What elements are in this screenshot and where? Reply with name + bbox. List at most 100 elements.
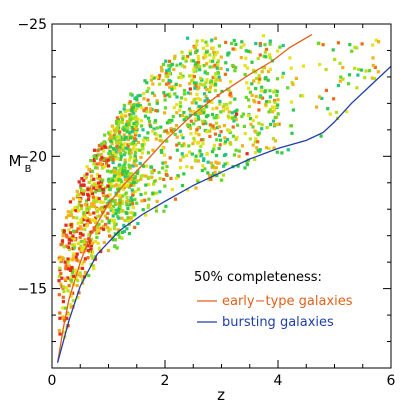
- scatter-point: [62, 245, 66, 249]
- scatter-point: [86, 197, 91, 201]
- scatter-point: [119, 151, 123, 155]
- scatter-point: [182, 92, 186, 96]
- scatter-point: [71, 257, 75, 261]
- scatter-point: [107, 131, 111, 135]
- scatter-point: [210, 100, 214, 104]
- x-tick-label: 2: [161, 373, 170, 389]
- scatter-point: [217, 125, 221, 129]
- scatter-point: [92, 211, 96, 215]
- scatter-point: [301, 94, 305, 98]
- scatter-point: [216, 70, 220, 75]
- scatter-point: [259, 89, 263, 93]
- scatter-point: [286, 86, 290, 90]
- scatter-point: [208, 88, 212, 92]
- scatter-point: [248, 50, 252, 54]
- scatter-point: [120, 121, 125, 125]
- scatter-point: [117, 216, 121, 220]
- scatter-point: [192, 136, 196, 140]
- scatter-point: [235, 108, 239, 112]
- scatter-point: [103, 133, 107, 137]
- scatter-point: [129, 151, 133, 155]
- scatter-point: [61, 316, 65, 320]
- scatter-point: [216, 63, 220, 67]
- scatter-point: [187, 150, 192, 154]
- scatter-point: [101, 188, 105, 192]
- scatter-point: [64, 306, 68, 310]
- scatter-point: [251, 118, 255, 122]
- scatter-point: [133, 174, 137, 179]
- scatter-point: [181, 64, 185, 68]
- scatter-point: [214, 72, 218, 76]
- scatter-point: [101, 178, 105, 182]
- scatter-point: [200, 119, 205, 123]
- scatter-point: [318, 62, 322, 67]
- scatter-point: [204, 40, 208, 44]
- scatter-point: [101, 149, 106, 153]
- scatter-point: [69, 305, 73, 309]
- scatter-point: [90, 219, 94, 223]
- scatter-point: [67, 247, 71, 251]
- scatter-point: [208, 123, 212, 127]
- scatter-point: [119, 229, 123, 233]
- scatter-point: [188, 126, 193, 130]
- scatter-point: [112, 199, 116, 203]
- scatter-point: [123, 193, 127, 197]
- scatter-point: [129, 92, 133, 96]
- scatter-point: [202, 64, 206, 68]
- scatter-point: [108, 193, 112, 197]
- scatter-point: [232, 153, 236, 157]
- legend: 50% completeness: early−type galaxies bu…: [194, 270, 353, 330]
- scatter-point: [65, 235, 69, 239]
- scatter-point: [110, 184, 114, 188]
- scatter-point: [139, 155, 143, 160]
- scatter-point: [168, 156, 172, 160]
- scatter-point: [268, 56, 272, 60]
- scatter-point: [214, 160, 218, 164]
- scatter-point: [273, 123, 277, 127]
- scatter-point: [64, 264, 68, 268]
- scatter-point: [264, 47, 269, 51]
- scatter-point: [158, 74, 162, 78]
- scatter-point: [93, 240, 97, 244]
- scatter-point: [112, 184, 116, 188]
- scatter-point: [173, 92, 177, 96]
- scatter-point: [131, 147, 135, 151]
- scatter-point: [109, 208, 113, 212]
- scatter-point: [202, 108, 206, 112]
- scatter-point: [134, 115, 138, 119]
- scatter-point: [141, 138, 146, 142]
- scatter-point: [214, 121, 218, 125]
- scatter-point: [138, 104, 142, 108]
- scatter-point: [136, 140, 140, 145]
- scatter-point: [135, 106, 139, 110]
- scatter-point: [163, 184, 167, 188]
- scatter-point: [68, 200, 72, 204]
- scatter-point: [110, 124, 114, 128]
- scatter-point: [364, 69, 368, 73]
- scatter-point: [253, 129, 257, 133]
- scatter-point: [98, 200, 102, 204]
- scatter-point: [58, 266, 62, 270]
- scatter-point: [172, 127, 176, 131]
- scatter-point: [245, 66, 250, 70]
- scatter-point: [92, 177, 96, 181]
- scatter-point: [118, 110, 122, 114]
- scatter-point: [223, 142, 227, 146]
- scatter-point: [338, 79, 342, 83]
- scatter-point: [196, 126, 200, 130]
- scatter-point: [221, 173, 226, 177]
- y-tick-label: −25: [17, 17, 47, 33]
- scatter-point: [258, 43, 262, 48]
- scatter-point: [99, 180, 103, 184]
- scatter-point: [113, 222, 117, 226]
- scatter-point: [272, 146, 276, 150]
- scatter-point: [345, 109, 349, 114]
- scatter-point: [192, 122, 196, 126]
- scatter-point: [189, 92, 193, 96]
- scatter-point: [263, 43, 267, 47]
- scatter-point: [75, 284, 79, 288]
- scatter-point: [80, 227, 84, 231]
- scatter-point: [192, 109, 196, 114]
- scatter-point: [124, 191, 128, 195]
- scatter-point: [186, 55, 190, 59]
